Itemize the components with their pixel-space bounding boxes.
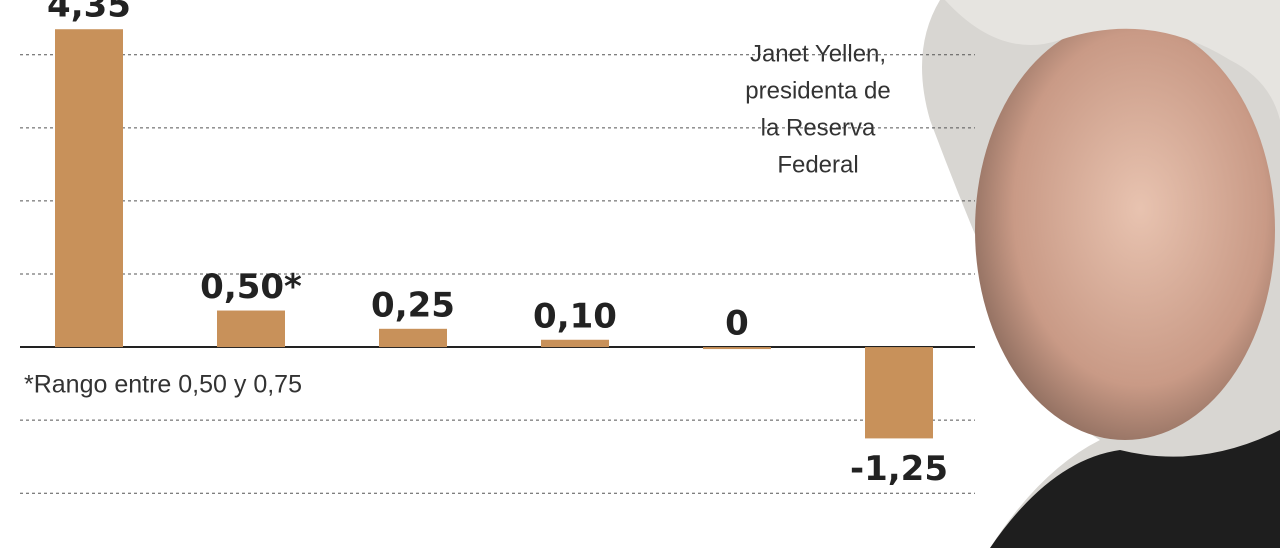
value-label: 4,35	[47, 0, 131, 26]
bar	[217, 310, 285, 348]
annotation: Janet Yellen,	[750, 40, 886, 67]
bar	[865, 347, 933, 439]
bar	[55, 29, 123, 348]
bar	[703, 347, 771, 350]
annotation: Federal	[777, 151, 858, 178]
photo	[922, 0, 1280, 548]
value-label: 0	[725, 304, 749, 344]
bar	[379, 328, 447, 348]
value-label: -1,25	[850, 449, 948, 489]
value-label: 0,10	[533, 296, 617, 336]
bar	[541, 339, 609, 348]
value-label: 0,25	[371, 285, 455, 325]
annotation: presidenta de	[745, 77, 890, 104]
value-label: 0,50*	[200, 267, 302, 307]
footnote: *Rango entre 0,50 y 0,75	[24, 371, 302, 399]
annotation: la Reserva	[761, 114, 876, 141]
